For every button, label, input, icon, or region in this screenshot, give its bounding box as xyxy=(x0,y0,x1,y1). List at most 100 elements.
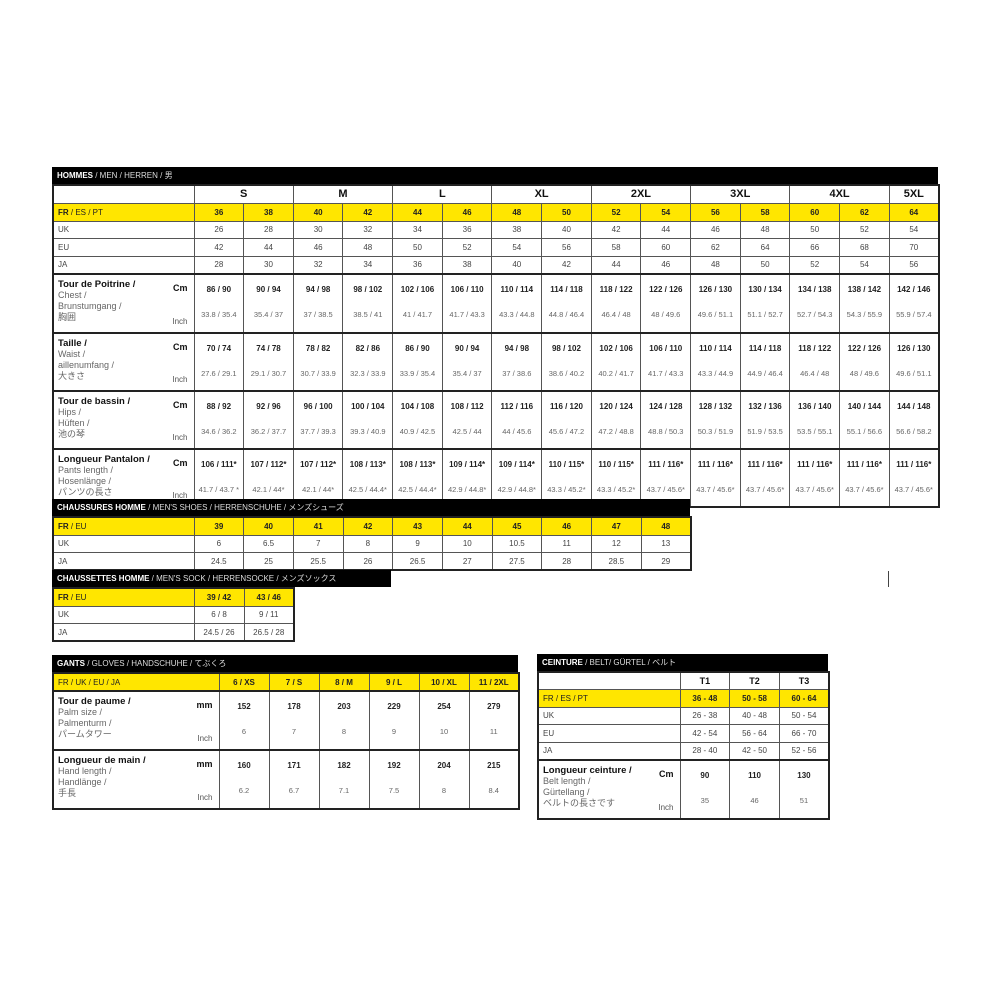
measurement-cell: 94 / 98 37 / 38.5 xyxy=(292,273,344,333)
measurement-cell: 92 / 96 36.2 / 37.7 xyxy=(243,390,294,449)
metric-value: 114 / 118 xyxy=(550,284,583,294)
size-cell: 54 xyxy=(839,255,890,274)
metric-value: 118 / 122 xyxy=(798,343,832,353)
size-group-header: 2XL xyxy=(590,184,692,204)
fr-row-label: FR / EU xyxy=(52,516,195,536)
measurement-cell: 110 / 114 43.3 / 44.9 xyxy=(690,332,741,391)
metric-value: 96 / 100 xyxy=(303,401,333,411)
measurement-name: Hosenlänge / xyxy=(58,475,112,486)
row-label: UK xyxy=(52,605,195,624)
measurement-name: Tour de Poitrine / xyxy=(58,278,136,290)
measurement-label: Tour de paume / Palm size / Palmenturm / パー… xyxy=(52,690,220,751)
metric-value: 102 / 106 xyxy=(400,284,435,294)
size-cell: 52 - 56 xyxy=(778,741,830,760)
metric-value: 109 / 114* xyxy=(498,459,535,469)
measurement-row: Tour de Poitrine / Chest / Brunstumgang / 胸… xyxy=(52,273,940,333)
measurement-cell: 82 / 86 32.3 / 33.9 xyxy=(342,332,394,391)
label-rest: FR / UK / EU / JA xyxy=(58,677,121,687)
section-title: CHAUSSURES HOMME / MEN'S SHOES / HERRENS… xyxy=(52,499,690,516)
fr-size-cell: 62 xyxy=(839,202,890,222)
measurement-cell: 152 6 xyxy=(218,690,270,751)
size-cell: 54 xyxy=(491,238,543,257)
fr-row-label: FR / UK / EU / JA xyxy=(52,672,220,692)
section-title-translations: / MEN'S SOCK / HERRENSOCKE / メンズソックス xyxy=(149,574,337,583)
size-cell: 26 xyxy=(193,220,245,239)
inch-value: 55.1 / 56.6 xyxy=(846,426,883,436)
size-cell: 30 xyxy=(243,255,294,274)
measurement-cell: 98 / 102 38.5 / 41 xyxy=(342,273,394,333)
shoes-size-section: CHAUSSURES HOMME / MEN'S SHOES / HERRENS… xyxy=(52,499,692,571)
size-header: T1 xyxy=(679,671,731,690)
section-title-main: CHAUSSURES HOMME xyxy=(57,503,146,512)
measurement-name: Palmenturm / xyxy=(58,718,112,728)
metric-value: 108 / 112 xyxy=(450,401,484,411)
size-cell: 50 xyxy=(739,255,791,274)
inch-value: 29.1 / 30.7 xyxy=(250,368,287,378)
size-cell: 25.5 xyxy=(292,552,344,571)
measurement-cell: 204 8 xyxy=(418,749,470,810)
size-cell: 10.5 xyxy=(491,534,543,553)
inch-value: 39.3 / 40.9 xyxy=(350,426,386,436)
measurement-cell: 90 / 94 35.4 / 37 xyxy=(243,273,294,333)
size-cell: 46 xyxy=(690,220,741,239)
unit-metric: mm xyxy=(196,759,213,769)
section-title: CEINTURE / BELT/ GÜRTEL / ベルト xyxy=(537,654,828,671)
size-cell: 36 xyxy=(441,220,493,239)
fr-size-cell: 50 xyxy=(541,202,592,222)
size-cell: 56 xyxy=(541,238,592,257)
measurement-label: Longueur ceinture / Belt length / Gürtella… xyxy=(537,759,681,819)
size-cell: 10 xyxy=(441,534,493,553)
table-row: JA 24.5 / 26 26.5 / 28 xyxy=(52,623,295,642)
metric-value: 110 / 114 xyxy=(500,284,534,294)
measurement-label: Taille / Waist / aillenumfang / 大きさ Cm Inch xyxy=(52,332,195,391)
inch-value: 42.5 / 44.4* xyxy=(348,484,387,494)
metric-value: 116 / 120 xyxy=(549,401,583,411)
measurement-cell: 106 / 110 41.7 / 43.3 xyxy=(640,332,692,391)
section-title: GANTS / GLOVES / HANDSCHUHE / てぶくろ xyxy=(52,655,518,672)
inch-value: 11 xyxy=(489,727,498,736)
measurement-cell: 182 7.1 xyxy=(318,749,370,810)
fr-size-cell: 40 xyxy=(292,202,344,222)
inch-value: 51.1 / 52.7 xyxy=(747,309,783,319)
size-cell: 48 xyxy=(690,255,741,274)
inch-value: 43.7 / 45.6* xyxy=(696,484,735,494)
size-cell: 9 / 11 xyxy=(243,605,295,624)
measurement-name: Palm size / xyxy=(58,707,103,717)
size-cell: 44 xyxy=(243,238,294,257)
inch-value: 44.9 / 46.4 xyxy=(747,368,783,378)
size-cell: 38 xyxy=(491,220,543,239)
fr-size-cell: 11 / 2XL xyxy=(468,672,520,692)
metric-value: 114 / 118 xyxy=(748,343,782,353)
inch-value: 46 xyxy=(750,795,759,805)
section-title-translations: / BELT/ GÜRTEL / ベルト xyxy=(582,658,677,667)
size-cell: 6.5 xyxy=(243,534,294,553)
size-cell: 42 xyxy=(590,220,642,239)
table-row: UK 26 - 38 40 - 48 50 - 54 xyxy=(537,706,830,725)
unit-inch: Inch xyxy=(172,316,188,326)
measurement-name: ベルトの長さです xyxy=(543,797,616,808)
inch-value: 46.4 / 48 xyxy=(601,309,631,319)
metric-value: 140 / 144 xyxy=(847,401,882,411)
size-cell: 46 xyxy=(640,255,692,274)
size-cell: 28 xyxy=(243,220,294,239)
measurement-cell: 78 / 82 30.7 / 33.9 xyxy=(292,332,344,391)
measurement-cell: 130 / 134 51.1 / 52.7 xyxy=(739,273,791,333)
size-cell: 38 xyxy=(441,255,493,274)
fr-size-cell: 45 xyxy=(491,516,543,536)
inch-value: 56.6 / 58.2 xyxy=(896,426,932,436)
size-cell: 26 xyxy=(342,552,394,571)
measurement-cell: 122 / 126 48 / 49.6 xyxy=(839,332,890,391)
measurement-cell: 114 / 118 44.8 / 46.4 xyxy=(541,273,592,333)
fr-size-cell: 7 / S xyxy=(268,672,320,692)
metric-value: 106 / 110 xyxy=(450,284,484,294)
fr-size-cell: 43 xyxy=(392,516,443,536)
measurement-name: Tour de paume / xyxy=(58,696,131,707)
measurement-cell: 279 11 xyxy=(468,690,520,751)
inch-value: 48 / 49.6 xyxy=(849,368,879,378)
metric-value: 102 / 106 xyxy=(599,343,633,353)
fr-size-cell: 60 xyxy=(789,202,841,222)
metric-value: 112 / 116 xyxy=(500,401,534,411)
inch-value: 42.1 / 44* xyxy=(302,484,335,494)
measurement-cell: 70 / 74 27.6 / 29.1 xyxy=(193,332,245,391)
measurement-name: Handlänge / xyxy=(58,777,107,787)
